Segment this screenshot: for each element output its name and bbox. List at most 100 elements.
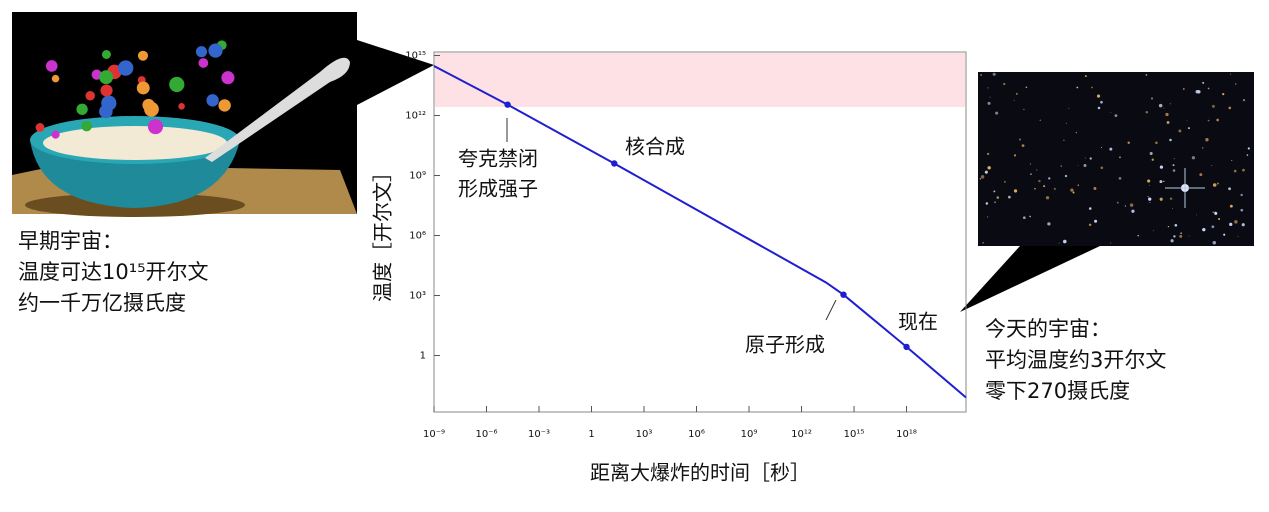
star <box>1218 217 1221 220</box>
particle <box>76 103 88 115</box>
star <box>1166 121 1170 124</box>
star <box>1240 193 1243 197</box>
star <box>1212 104 1215 108</box>
star <box>1036 169 1038 171</box>
star <box>1043 185 1046 188</box>
star <box>1060 165 1062 167</box>
star <box>1231 159 1233 162</box>
star <box>1191 156 1196 160</box>
star <box>1116 201 1119 204</box>
star <box>1163 107 1165 109</box>
temperature-line <box>433 65 967 399</box>
star <box>1084 75 1087 78</box>
star <box>1015 92 1018 95</box>
star <box>1167 225 1170 228</box>
y-tick-label: 10³ <box>409 291 426 302</box>
bowl-illustration <box>12 12 357 217</box>
particle <box>45 60 58 72</box>
annotation: 形成强子 <box>458 177 538 201</box>
star <box>1084 157 1086 159</box>
star <box>1212 241 1217 245</box>
plot-frame <box>433 51 967 413</box>
star <box>1088 223 1092 226</box>
star <box>980 175 985 179</box>
star <box>1211 225 1215 229</box>
star <box>1169 138 1172 142</box>
star <box>1077 184 1080 186</box>
star <box>1241 223 1245 227</box>
star <box>1163 180 1165 182</box>
star <box>1127 141 1130 144</box>
star <box>1038 179 1041 183</box>
star <box>1089 157 1092 160</box>
star <box>1197 90 1201 94</box>
star <box>1088 207 1092 210</box>
star <box>1229 73 1232 75</box>
star <box>979 178 982 180</box>
star <box>989 96 991 98</box>
star <box>1062 239 1067 244</box>
star <box>1039 119 1041 121</box>
star <box>1174 223 1178 227</box>
star <box>1119 156 1121 159</box>
today-universe-note: 平均温度约3开尔文 <box>985 348 1166 372</box>
star <box>1058 242 1060 244</box>
annotation: 原子形成 <box>745 333 825 357</box>
particle <box>218 99 231 112</box>
star <box>996 196 1000 199</box>
star <box>1150 97 1154 100</box>
today-universe-note: 今天的宇宙： <box>985 317 1111 341</box>
callout-right <box>960 246 1100 312</box>
y-tick-label: 10⁶ <box>409 231 426 242</box>
star <box>1047 222 1051 226</box>
star <box>1172 164 1175 167</box>
particle <box>51 130 60 139</box>
x-tick-label: 10⁹ <box>741 429 758 440</box>
star <box>1065 122 1067 124</box>
particle <box>101 95 117 111</box>
star <box>1151 158 1154 161</box>
star <box>1240 208 1244 212</box>
star <box>1205 138 1209 142</box>
star <box>1075 131 1078 134</box>
star <box>1222 93 1225 96</box>
particle <box>51 74 60 83</box>
y-tick-label: 10¹² <box>405 111 426 122</box>
star <box>1169 197 1173 200</box>
star <box>1149 152 1153 156</box>
star <box>986 152 990 156</box>
star <box>1100 166 1104 170</box>
star <box>1172 208 1173 209</box>
star <box>1045 196 1050 200</box>
star <box>1179 234 1183 238</box>
particle <box>206 94 219 107</box>
today-universe-note: 零下270摄氏度 <box>985 379 1130 403</box>
star <box>1072 191 1075 194</box>
particle <box>195 46 208 58</box>
star <box>1173 235 1176 238</box>
x-tick-label: 10⁻⁹ <box>423 429 445 440</box>
star <box>1068 107 1070 109</box>
particle <box>137 50 148 61</box>
star <box>1170 239 1174 243</box>
star <box>1229 204 1233 208</box>
star <box>995 111 999 115</box>
star <box>1235 83 1237 85</box>
star <box>1100 100 1103 104</box>
star <box>1216 118 1220 122</box>
particle <box>178 103 185 110</box>
soup <box>43 126 227 160</box>
star <box>1172 169 1176 172</box>
star <box>1223 233 1226 236</box>
star <box>1064 174 1068 178</box>
star <box>1114 114 1118 117</box>
star <box>1159 197 1163 201</box>
marker <box>903 343 910 351</box>
star <box>1110 112 1112 114</box>
galaxy-image <box>978 72 1254 246</box>
stars <box>979 72 1250 245</box>
star <box>1207 119 1210 122</box>
star <box>1148 184 1150 186</box>
star <box>1129 203 1134 207</box>
